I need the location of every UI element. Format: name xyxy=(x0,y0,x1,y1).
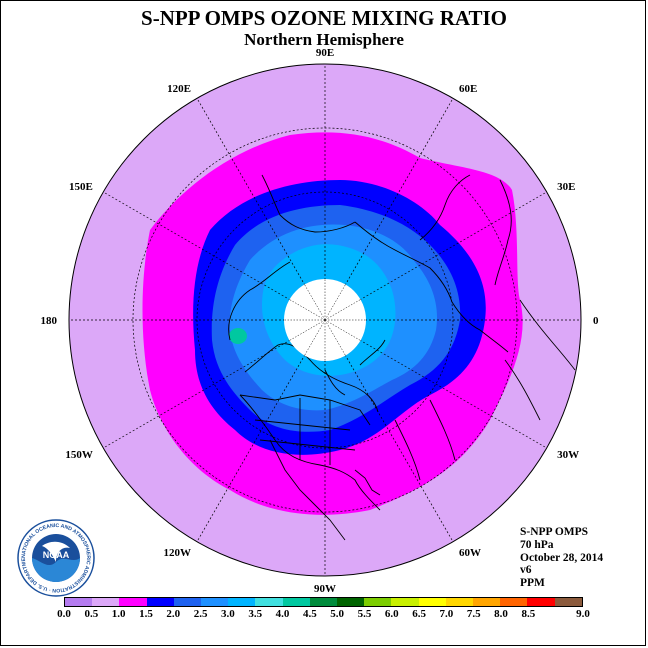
colorbar-tick-label: 4.5 xyxy=(302,608,317,620)
colorbar-tick-label: 6.5 xyxy=(412,608,426,620)
longitude-label: 180 xyxy=(41,315,58,327)
svg-text:NOAA: NOAA xyxy=(43,550,70,560)
longitude-labels: 90E 60E 30E 0 30W 60W 90W 120W 150W 180 150E 120E xyxy=(41,47,600,595)
colorbar-tick-label: 3.5 xyxy=(248,608,263,620)
colorbar-segment xyxy=(527,598,555,606)
colorbar-tick-label: 9.0 xyxy=(576,608,590,620)
polar-grid-center xyxy=(284,279,366,361)
coastlines xyxy=(228,174,576,541)
colorbar-tick-label: 0.5 xyxy=(84,608,99,620)
colorbar-tick-label: 5.0 xyxy=(330,608,345,620)
info-version: v6 xyxy=(520,564,532,577)
info-units: PPM xyxy=(520,577,545,590)
colorbar-segment xyxy=(391,598,419,606)
longitude-label: 90W xyxy=(314,583,336,595)
map-disc xyxy=(69,64,581,576)
colorbar-segment xyxy=(337,598,365,606)
map-border xyxy=(68,63,582,577)
high-ozone-spot xyxy=(229,328,247,344)
colorbar-segment xyxy=(554,598,582,606)
colorbar-segment xyxy=(92,598,120,606)
longitude-label: 120E xyxy=(167,83,191,95)
colorbar-tick-label: 6.0 xyxy=(384,608,399,620)
longitude-label: 150W xyxy=(65,449,93,461)
colorbar-segment xyxy=(500,598,528,606)
latitude-circles xyxy=(132,127,518,513)
noaa-logo: NATIONAL OCEANIC AND ATMOSPHERIC ADMINIS… xyxy=(16,518,95,597)
info-instrument: S-NPP OMPS xyxy=(520,526,589,538)
colorbar-segment xyxy=(418,598,446,606)
longitude-label: 60E xyxy=(459,83,477,95)
colorbar-tick-label: 1.0 xyxy=(111,608,126,620)
longitude-label: 60W xyxy=(459,547,481,559)
colorbar-segment xyxy=(146,598,174,606)
longitude-label: 150E xyxy=(69,181,93,193)
longitude-label: 90E xyxy=(316,47,334,59)
info-level: 70 hPa xyxy=(520,538,554,551)
colorbar-ticks: 0.0 0.5 1.0 1.5 2.0 2.5 3.0 3.5 4.0 4.5 5.0 5.5 6.0 6… xyxy=(57,608,590,622)
longitude-label: 120W xyxy=(164,547,192,559)
colorbar xyxy=(64,597,583,607)
colorbar-tick-label: 2.5 xyxy=(193,608,208,620)
colorbar-segment xyxy=(309,598,338,606)
colorbar-tick-label: 3.0 xyxy=(221,608,235,620)
colorbar-tick-label: 7.0 xyxy=(439,608,454,620)
longitude-label: 0 xyxy=(593,315,599,327)
colorbar-tick-label: 4.0 xyxy=(275,608,290,620)
colorbar-tick-label: 7.5 xyxy=(466,608,481,620)
longitude-label: 30W xyxy=(557,449,579,461)
colorbar-segment xyxy=(65,598,93,606)
map-title: S-NPP OMPS OZONE MIXING RATIO xyxy=(141,6,507,30)
colorbar-tick-label: 1.5 xyxy=(139,608,153,620)
colorbar-segment xyxy=(173,598,202,606)
info-block: S-NPP OMPS 70 hPa October 28, 2014 v6 PP… xyxy=(520,526,603,590)
longitude-label: 30E xyxy=(557,181,575,193)
colorbar-segment xyxy=(228,598,256,606)
colorbar-tick-label: 8.0 xyxy=(494,608,508,620)
map-subtitle: Northern Hemisphere xyxy=(244,30,404,49)
colorbar-tick-label: 8.5 xyxy=(521,608,536,620)
colorbar-segment xyxy=(255,598,283,606)
info-date: October 28, 2014 xyxy=(520,551,604,564)
colorbar-segment xyxy=(282,598,310,606)
colorbar-tick-label: 2.0 xyxy=(166,608,181,620)
colorbar-segment xyxy=(473,598,501,606)
colorbar-tick-label: 5.5 xyxy=(357,608,372,620)
colorbar-segment xyxy=(201,598,229,606)
colorbar-segment xyxy=(364,598,392,606)
colorbar-segment xyxy=(445,598,474,606)
colorbar-segment xyxy=(119,598,147,606)
colorbar-tick-label: 0.0 xyxy=(57,608,71,620)
